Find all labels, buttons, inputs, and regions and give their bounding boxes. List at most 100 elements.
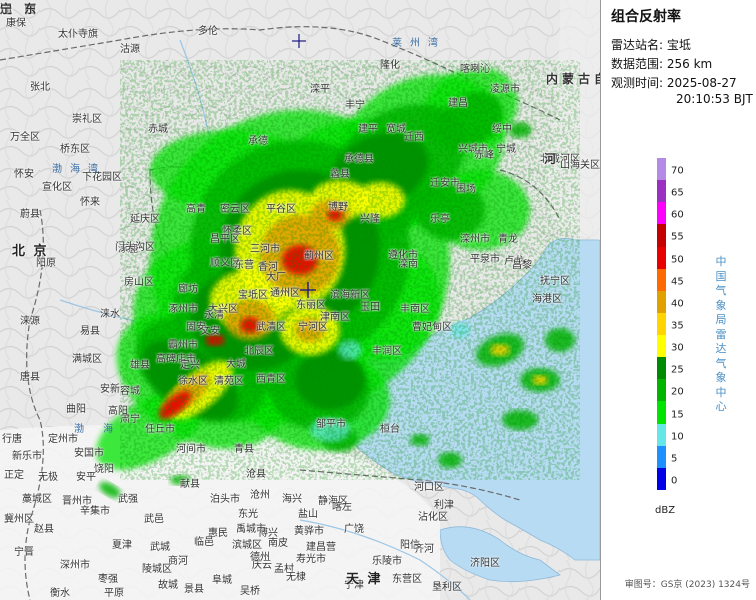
place-label: 延庆区 [130,214,160,225]
place-label: 藁城区 [22,494,52,505]
place-label: 定兴 [180,360,200,371]
place-label: 东丽区 [296,300,326,311]
place-label: 河口区 [414,482,444,493]
legend-label: 0 [671,475,678,487]
place-label: 沧县 [246,469,266,480]
place-label: 任丘市 [145,424,175,435]
place-label: 怀柔区 [222,226,252,237]
place-label: 曹妃甸区 [412,322,452,333]
range-label: 数据范围: [611,57,664,71]
legend-label: 70 [671,165,684,177]
place-label: 齐河 [414,544,434,555]
place-label: 滨城区 [232,540,262,551]
legend-swatch [657,158,666,181]
legend-swatch [657,224,666,248]
place-label: 沽源 [120,44,140,55]
place-label: 北辰区 [244,346,274,357]
place-label: 海兴 [282,494,302,505]
place-label: 博兴 [258,528,278,539]
place-label: 永清 [204,310,224,321]
place-label: 迁安市 [430,178,460,189]
place-label: 天 津 [346,572,383,587]
range-row: 数据范围: 256 km [611,55,712,72]
place-label: 大厂 [266,272,286,283]
place-label: 宁晋 [14,547,34,558]
place-label: 盐山 [298,509,318,520]
province-label: 内蒙古自治区 [546,72,600,86]
place-label: 肃宁 [120,414,140,425]
place-label: 故城 [158,580,178,591]
place-label: 三河市 [250,244,280,255]
place-label: 玉田 [360,302,380,313]
place-label: 滦州市 [460,234,490,245]
place-label: 枣强 [98,574,118,585]
echo-texture [120,60,580,480]
place-label: 景县 [184,584,204,595]
legend-label: 20 [671,386,684,398]
place-label: 滨海新区 [330,290,370,301]
place-label: 禹城市 [236,524,266,535]
place-label: 迁西 [404,132,424,143]
legend-label: 45 [671,276,684,288]
time-row: 观测时间: 2025-08-27 [611,74,737,91]
place-label: 献县 [180,479,200,490]
place-label: 满城区 [72,354,102,365]
place-label: 文安 [200,326,220,337]
place-label: 承德县 [344,154,374,165]
radar-map[interactable]: 康保 太仆寺旗 多伦 沽源 张北 崇礼区 赤城 万全区 桥东区 怀安 宣化区 下花园区 蔚县 阳原 怀来 涿鹿… [0,0,600,600]
place-label: 安平 [76,472,96,483]
place-label: 海港区 [532,294,562,305]
place-label: 夏津 [112,540,132,551]
place-label: 崇礼区 [72,114,102,125]
legend-label: 40 [671,298,684,310]
place-label: 滦平 [310,84,330,95]
place-label: 赤峰 [474,150,494,161]
place-label: 东营 [234,260,254,271]
place-label: 万全区 [10,132,40,143]
place-label: 静海区 [318,496,348,507]
place-label: 武强 [118,494,138,505]
station-row: 雷达站名: 宝坻 [611,36,691,53]
place-label: 武城 [150,542,170,553]
legend-swatch [657,357,666,380]
place-label: 隆化 [380,60,400,71]
legend-swatch [657,445,666,469]
place-label: 东光 [238,509,258,520]
place-label: 邹平市 [316,419,346,430]
place-label: 高青 [186,204,206,215]
place-label: 容城 [120,386,140,397]
legend-swatch [657,467,666,491]
place-label: 利津 [434,500,454,511]
legend-swatch [657,246,666,270]
legend-swatch [657,180,666,203]
province-label: 河 [544,152,561,166]
place-label: 香河 [258,262,278,273]
legend-label: 5 [671,453,678,465]
place-label: 蠡县 [330,169,350,180]
place-label: 太仆寺旗 [58,29,98,40]
place-label: 张北 [30,82,50,93]
legend-label: 35 [671,320,684,332]
place-label: 清苑区 [214,376,244,387]
station-label: 雷达站名: [611,38,664,52]
time-clock: 20:10:53 BJT [676,92,753,106]
place-label: 青县 [234,444,254,455]
place-label: 喀左 [332,502,352,513]
place-label: 抚宁区 [540,276,570,287]
place-label: 西青区 [256,374,286,385]
place-label: 商河 [168,556,188,567]
place-label: 大兴区 [208,304,238,315]
place-label: 庆云 [252,560,272,571]
place-label: 临邑 [194,537,214,548]
place-label: 昌平区 [210,234,240,245]
place-label: 惠民 [208,528,228,539]
place-label: 下花园区 [82,172,122,183]
legend-swatch [657,379,666,402]
place-label: 雄县 [130,360,150,371]
place-label: 吴桥 [240,586,260,597]
map-canvas[interactable] [0,0,600,600]
legend-swatch [657,423,666,447]
place-label: 无极 [38,472,58,483]
place-label: 德州 [250,552,270,563]
place-label: 多伦 [198,26,218,37]
